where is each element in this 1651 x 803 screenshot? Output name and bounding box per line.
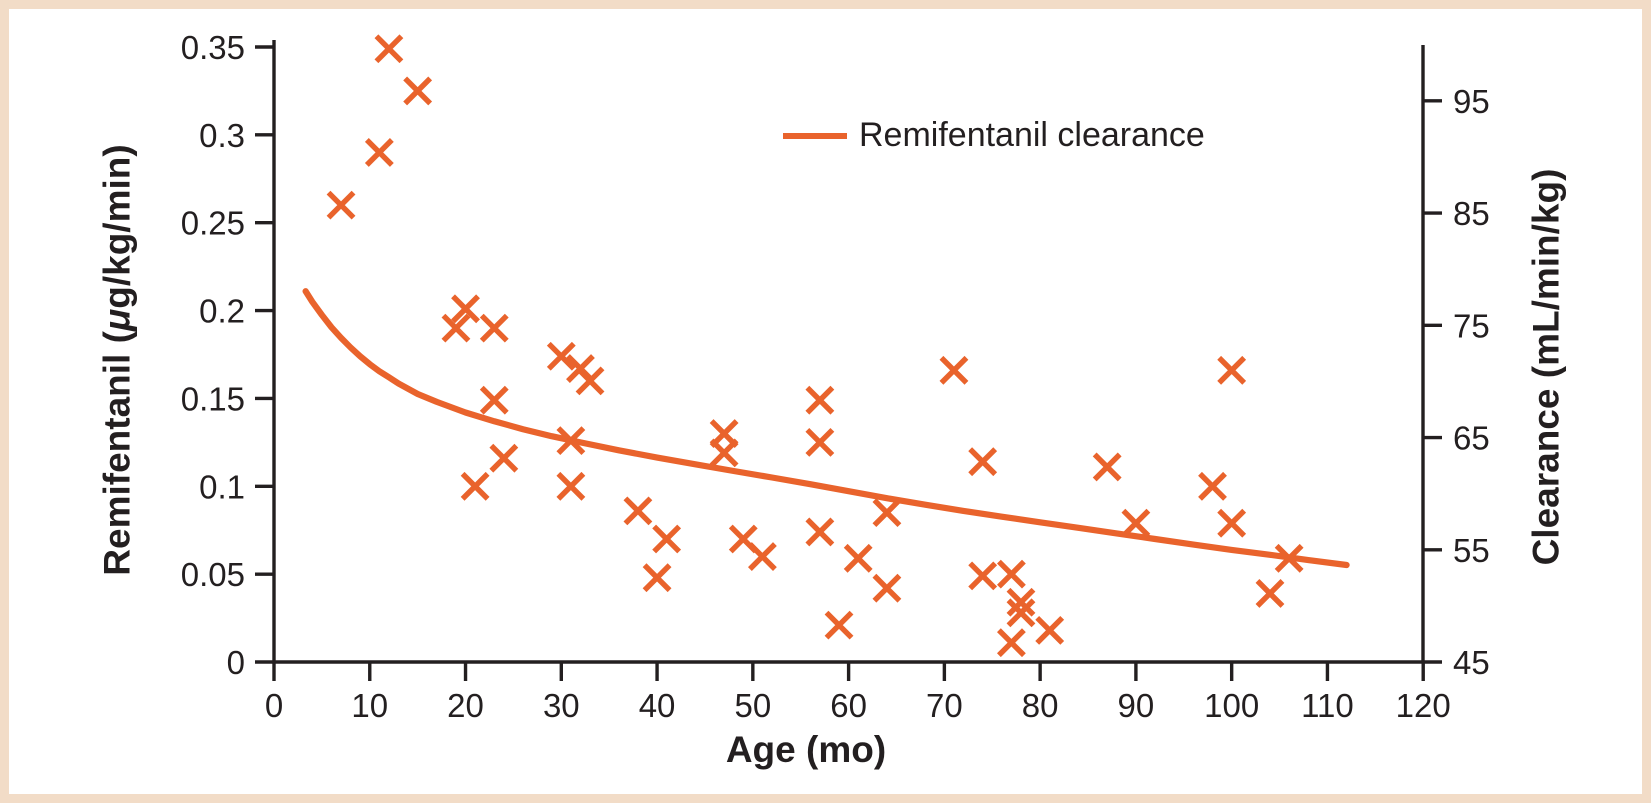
data-point-marker xyxy=(451,294,480,324)
data-point-marker xyxy=(824,610,854,640)
left-y-tick-label: 0.05 xyxy=(181,556,245,593)
data-point-marker xyxy=(709,438,739,468)
data-point-marker xyxy=(460,471,490,501)
data-point-marker xyxy=(575,366,605,396)
legend-line-sample xyxy=(783,132,847,139)
right-y-tick-label: 45 xyxy=(1453,644,1490,681)
left-y-tick-label: 0.2 xyxy=(199,293,245,330)
left-y-tick-label: 0.15 xyxy=(181,380,245,417)
x-tick-label: 30 xyxy=(543,687,580,724)
left-y-tick-label: 0.1 xyxy=(199,468,245,505)
data-point-marker xyxy=(968,561,998,591)
data-point-marker xyxy=(364,138,394,167)
data-point-marker xyxy=(805,517,835,547)
left-y-tick-label: 0.25 xyxy=(181,205,245,242)
data-point-marker xyxy=(326,190,356,220)
data-point-marker xyxy=(805,385,835,415)
clearance-curve xyxy=(302,288,1350,569)
data-point-marker xyxy=(374,34,404,64)
x-tick-label: 70 xyxy=(926,687,963,724)
data-point-marker xyxy=(996,559,1026,589)
x-tick-label: 10 xyxy=(351,687,388,724)
x-tick-label: 120 xyxy=(1396,687,1451,724)
x-tick-label: 100 xyxy=(1204,687,1259,724)
x-tick-label: 50 xyxy=(734,687,771,724)
data-point-marker xyxy=(1035,615,1065,645)
data-point-marker xyxy=(843,543,873,573)
data-point-marker xyxy=(939,355,969,385)
data-point-marker xyxy=(652,524,682,554)
legend: Remifentanil clearance xyxy=(783,116,1205,155)
data-point-marker xyxy=(546,341,576,371)
left-axis-title-mu: μ xyxy=(96,308,138,332)
data-point-marker xyxy=(996,628,1026,658)
x-tick-label: 80 xyxy=(1022,687,1059,724)
data-point-marker xyxy=(556,426,586,456)
x-tick-label: 40 xyxy=(639,687,676,724)
x-tick-label: 60 xyxy=(830,687,867,724)
data-point-marker xyxy=(623,496,653,526)
right-axis-title: Clearance (mL/min/kg) xyxy=(1525,168,1567,566)
data-point-marker xyxy=(479,385,509,415)
x-tick-label: 20 xyxy=(447,687,484,724)
x-tick-label: 90 xyxy=(1118,687,1155,724)
data-point-marker xyxy=(1198,471,1227,501)
x-tick-label: 110 xyxy=(1301,687,1354,724)
x-axis-title: Age (mo) xyxy=(725,729,887,770)
legend-label: Remifentanil clearance xyxy=(859,116,1205,154)
data-point-marker xyxy=(1217,508,1247,538)
left-axis-title: Remifentanil (μg/kg/min) xyxy=(96,144,138,576)
data-point-marker xyxy=(1274,543,1304,573)
right-y-tick-label: 65 xyxy=(1453,420,1490,457)
data-point-marker xyxy=(556,471,586,501)
data-point-marker xyxy=(1006,587,1036,617)
left-y-tick-label: 0 xyxy=(227,644,245,681)
left-axis-title-prefix: Remifentanil ( xyxy=(96,331,138,576)
data-point-marker xyxy=(968,447,998,477)
data-point-marker xyxy=(1092,452,1122,482)
right-y-tick-label: 55 xyxy=(1453,532,1490,569)
data-point-marker xyxy=(872,573,902,603)
data-point-marker xyxy=(805,427,835,457)
data-point-marker xyxy=(479,313,509,343)
data-point-marker xyxy=(489,443,519,473)
left-axis-title-suffix: g/kg/min) xyxy=(96,144,138,309)
data-point-marker xyxy=(642,563,672,593)
data-point-marker xyxy=(403,76,433,106)
right-y-tick-label: 95 xyxy=(1453,83,1490,120)
x-tick-label: 0 xyxy=(265,687,283,724)
left-y-tick-label: 0.35 xyxy=(181,29,245,66)
right-y-tick-label: 85 xyxy=(1453,195,1490,232)
data-point-marker xyxy=(1121,508,1151,538)
data-point-marker xyxy=(1217,355,1247,385)
data-point-marker xyxy=(1255,579,1285,608)
data-point-marker xyxy=(441,313,471,343)
data-point-marker xyxy=(872,498,902,528)
data-point-marker xyxy=(1006,598,1036,628)
right-y-tick-label: 75 xyxy=(1453,307,1490,344)
left-y-tick-label: 0.3 xyxy=(199,117,245,154)
data-point-marker xyxy=(748,542,777,571)
